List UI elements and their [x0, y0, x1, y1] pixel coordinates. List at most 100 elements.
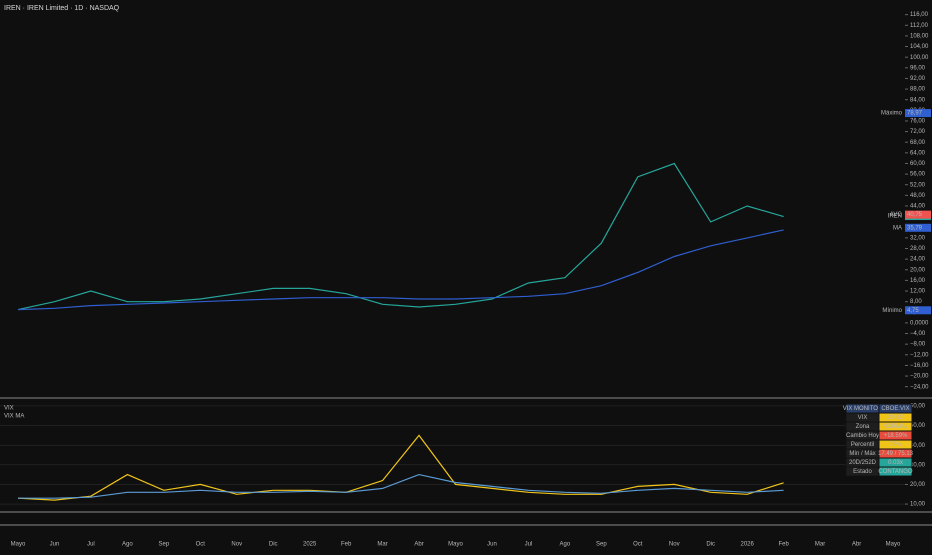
y-tick-label: 28,00: [910, 246, 926, 252]
y-tick-label: 68,00: [910, 140, 926, 146]
y-tick-label: 108,00: [910, 33, 929, 39]
table-header: VIX MONITOR: [843, 406, 883, 412]
x-tick-label: Abr: [414, 542, 423, 548]
x-tick-label: Jun: [487, 542, 497, 548]
y-tick-label: 56,00: [910, 172, 926, 178]
table-cell-text: 0.03x: [888, 460, 903, 466]
y-tick-label: −8,00: [910, 342, 926, 348]
x-tick-label: Nov: [669, 542, 680, 548]
price-tag: [905, 223, 931, 232]
price-tag-name: AVG: [890, 212, 903, 218]
x-tick-label: Mar: [377, 542, 387, 548]
y-tick-label: 64,00: [910, 150, 926, 156]
y-tick-label: 84,00: [910, 97, 926, 103]
table-cell-text: Estado: [853, 469, 872, 475]
y-tick-label: 44,00: [910, 204, 926, 210]
y-tick-label: −16,00: [910, 363, 929, 369]
y-tick-label: 48,00: [910, 193, 926, 199]
price-tag-label: 4,75: [907, 308, 919, 314]
x-tick-label: Jul: [87, 542, 95, 548]
x-tick-label: Feb: [778, 542, 789, 548]
y-tick-label: 16,00: [910, 278, 926, 284]
y-tick-label: 88,00: [910, 87, 926, 93]
price-tag-name: Mínimo: [882, 308, 902, 314]
y-tick-label: 8,00: [910, 299, 922, 305]
table-cell-text: 20D/252D: [849, 460, 877, 466]
y-tick-label: 112,00: [910, 23, 929, 29]
y-tick-label: 60,00: [910, 161, 926, 167]
series-line: [18, 473, 784, 499]
y-tick-label: 20,00: [910, 482, 926, 488]
y-tick-label: 96,00: [910, 65, 926, 71]
price-tag: [905, 109, 931, 118]
y-tick-label: 20,00: [910, 267, 926, 273]
series-line: [17, 162, 784, 311]
x-tick-label: Jul: [525, 542, 533, 548]
x-tick-label: Abr: [852, 542, 861, 548]
x-tick-label: Mar: [815, 542, 825, 548]
x-tick-label: Ago: [122, 542, 133, 548]
x-tick-label: 2025: [303, 542, 317, 548]
x-tick-label: Feb: [341, 542, 352, 548]
x-tick-label: Oct: [633, 542, 643, 548]
series-line: [17, 434, 784, 501]
y-tick-label: −4,00: [910, 331, 926, 337]
price-tag-label: 40,75: [907, 212, 923, 218]
table-cell-text: +18.59%: [884, 433, 909, 439]
legend-entry: VIX MA: [4, 414, 24, 420]
price-tag-label: 78,97: [907, 111, 923, 117]
table-cell-text: 20.82: [888, 415, 904, 421]
x-tick-label: 2026: [740, 542, 754, 548]
y-tick-label: 116,00: [910, 12, 929, 18]
y-tick-label: 52,00: [910, 182, 926, 188]
y-tick-label: 76,00: [910, 119, 926, 125]
table-cell-text: 17.49 / 75.13: [878, 451, 914, 457]
x-tick-label: Mayo: [886, 542, 901, 548]
price-tag: [905, 210, 931, 219]
x-tick-label: Mayo: [11, 542, 26, 548]
y-tick-label: −24,00: [910, 384, 929, 390]
y-tick-label: 40,00: [910, 443, 926, 449]
x-tick-label: Nov: [231, 542, 242, 548]
table-cell-text: Cambio Hoy: [846, 433, 879, 439]
y-tick-label: 104,00: [910, 44, 929, 50]
x-tick-label: Dic: [706, 542, 715, 548]
table-cell-text: CONTANGO: [878, 469, 913, 475]
table-cell-text: 76%: [889, 442, 902, 448]
price-tag: [905, 306, 931, 315]
y-tick-label: 12,00: [910, 289, 926, 295]
x-tick-label: Oct: [196, 542, 206, 548]
table-header: CBOE:VIX: [881, 406, 909, 412]
y-tick-label: 0,0000: [910, 320, 929, 326]
table-cell: [878, 466, 913, 477]
y-tick-label: 72,00: [910, 129, 926, 135]
y-tick-label: 10,00: [910, 502, 926, 508]
legend-entry: VIX: [4, 406, 14, 412]
table-cell-text: NORMAL: [883, 424, 909, 430]
y-tick-label: 60,00: [910, 404, 926, 410]
x-tick-label: Dic: [269, 542, 278, 548]
x-tick-label: Sep: [596, 542, 607, 548]
series-line: [17, 229, 784, 311]
y-tick-label: 24,00: [910, 257, 926, 263]
table-cell-text: VIX: [858, 415, 868, 421]
y-tick-label: 32,00: [910, 235, 926, 241]
price-tag-label: 35,79: [907, 225, 923, 231]
price-tag-name: IREN: [888, 214, 902, 220]
y-tick-label: 100,00: [910, 55, 929, 61]
table-cell-text: Percentil: [851, 442, 874, 448]
chart-title: IREN · IREN Limited · 1D · NASDAQ: [4, 5, 120, 12]
y-tick-label: 92,00: [910, 76, 926, 82]
table-cell-text: Mín / Máx: [849, 451, 875, 457]
y-tick-label: 30,00: [910, 462, 926, 468]
x-tick-label: Ago: [560, 542, 571, 548]
table-cell-text: Zona: [856, 424, 870, 430]
x-tick-label: Jun: [50, 542, 60, 548]
x-tick-label: Mayo: [448, 542, 463, 548]
price-tag-name: Máximo: [881, 111, 903, 117]
y-tick-label: 50,00: [910, 423, 926, 429]
y-tick-label: −12,00: [910, 352, 929, 358]
